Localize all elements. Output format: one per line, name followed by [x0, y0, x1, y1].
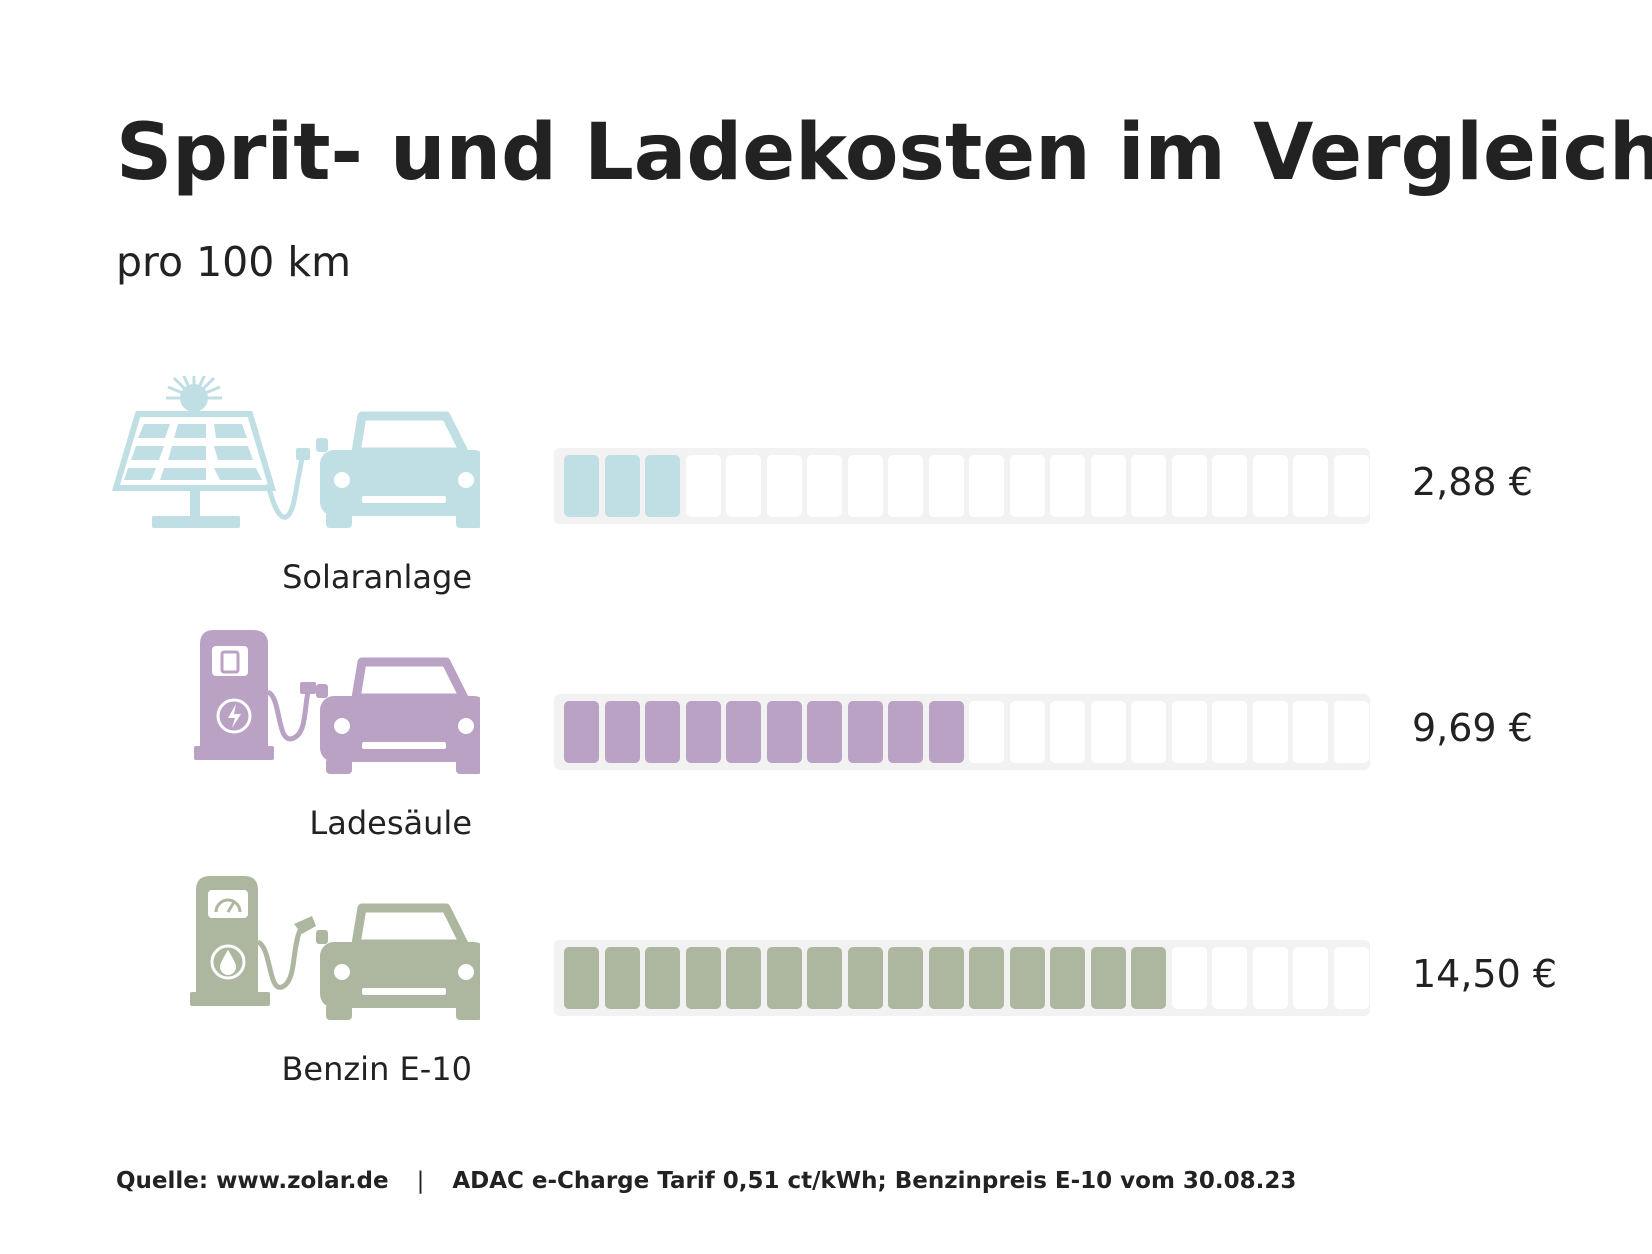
row-benzin: 14,50 € Benzin E-10 [0, 868, 1652, 1114]
solar-panel-icon [111, 376, 480, 528]
bar-segment-filled [847, 947, 883, 1009]
bar-segment-empty [1212, 455, 1247, 517]
bar-segment-empty [1171, 701, 1207, 763]
bar-segment-filled [604, 455, 640, 517]
bar-segment-filled [766, 701, 802, 763]
bar-segment-empty [1090, 701, 1126, 763]
bar-segment-empty [1333, 947, 1369, 1009]
bar-segment-filled [645, 947, 680, 1009]
bar-track [554, 940, 1370, 1016]
bar-segment-empty [1333, 701, 1369, 763]
category-label: Ladesäule [309, 804, 472, 842]
category-label: Solaranlage [282, 558, 472, 596]
source-text: Quelle: www.zolar.de [116, 1168, 389, 1194]
bar-segment-empty [1050, 701, 1085, 763]
bar-segment-filled [928, 701, 964, 763]
fuel-to-car-icon-group [110, 868, 480, 1038]
bar-segment-empty [1171, 947, 1207, 1009]
bar-segment-filled [1090, 947, 1126, 1009]
bar-segment-empty [847, 455, 883, 517]
bar-segment-empty [1009, 455, 1045, 517]
footer-separator: | [416, 1168, 425, 1194]
bar-segment-empty [1293, 701, 1328, 763]
bar-segment-filled [807, 701, 842, 763]
bar-segment-empty [969, 455, 1004, 517]
bar-segment-filled [1050, 947, 1085, 1009]
chart-title: Sprit- und Ladekosten im Vergleich [116, 108, 1652, 198]
value-label: 9,69 € [1412, 706, 1533, 750]
bar-segment-empty [1171, 455, 1207, 517]
value-label: 14,50 € [1412, 952, 1558, 996]
bar-segment-filled [564, 455, 599, 517]
bar-segment-empty [1252, 701, 1288, 763]
bar-segment-empty [685, 455, 721, 517]
charger-to-car-icon-group [110, 622, 480, 792]
bar-segment-empty [766, 455, 802, 517]
bar-segment-filled [685, 947, 721, 1009]
bar-segment-filled [645, 701, 680, 763]
bar-segment-filled [1009, 947, 1045, 1009]
bar-segment-empty [1009, 701, 1045, 763]
bar-segment-empty [1050, 455, 1085, 517]
solar-to-car-icon-group [110, 376, 480, 546]
bar-segment-filled [888, 947, 923, 1009]
bar-segment-empty [1293, 947, 1328, 1009]
bar-segment-filled [928, 947, 964, 1009]
row-solaranlage: 2,88 € Solaranlage [0, 376, 1652, 622]
category-label: Benzin E-10 [281, 1050, 472, 1088]
bar-segment-filled [969, 947, 1004, 1009]
bar-segment-filled [604, 701, 640, 763]
bar-segment-filled [685, 701, 721, 763]
bar-segment-empty [928, 455, 964, 517]
bar-segment-filled [726, 701, 761, 763]
value-label: 2,88 € [1412, 460, 1533, 504]
bar-track [554, 448, 1370, 524]
bar-segment-empty [1252, 947, 1288, 1009]
bar-segment-filled [766, 947, 802, 1009]
bar-segment-filled [847, 701, 883, 763]
footer-note: ADAC e-Charge Tarif 0,51 ct/kWh; Benzinp… [452, 1168, 1297, 1194]
bar-segment-empty [1212, 701, 1247, 763]
bar-segment-empty [1212, 947, 1247, 1009]
bar-segment-empty [807, 455, 842, 517]
bar-segment-empty [1252, 455, 1288, 517]
bar-segment-empty [1293, 455, 1328, 517]
bar-segment-filled [1131, 947, 1166, 1009]
footer-source: Quelle: www.zolar.de | ADAC e-Charge Tarif… [116, 1168, 1296, 1194]
bar-segment-filled [888, 701, 923, 763]
bar-segment-empty [726, 455, 761, 517]
bar-segment-filled [645, 455, 680, 517]
bar-segment-empty [1131, 455, 1166, 517]
bar-segment-filled [564, 701, 599, 763]
chart-subtitle: pro 100 km [116, 238, 352, 286]
bar-segment-filled [807, 947, 842, 1009]
bar-track [554, 694, 1370, 770]
bar-segment-filled [726, 947, 761, 1009]
bar-segment-empty [1333, 455, 1369, 517]
bar-segment-empty [969, 701, 1004, 763]
bar-segment-empty [888, 455, 923, 517]
bar-segment-empty [1131, 701, 1166, 763]
row-ladesaeule: 9,69 € Ladesäule [0, 622, 1652, 868]
bar-segment-filled [564, 947, 599, 1009]
bar-segment-empty [1090, 455, 1126, 517]
fuel-pump-icon [190, 876, 480, 1020]
charging-station-icon [194, 630, 480, 774]
bar-segment-filled [604, 947, 640, 1009]
